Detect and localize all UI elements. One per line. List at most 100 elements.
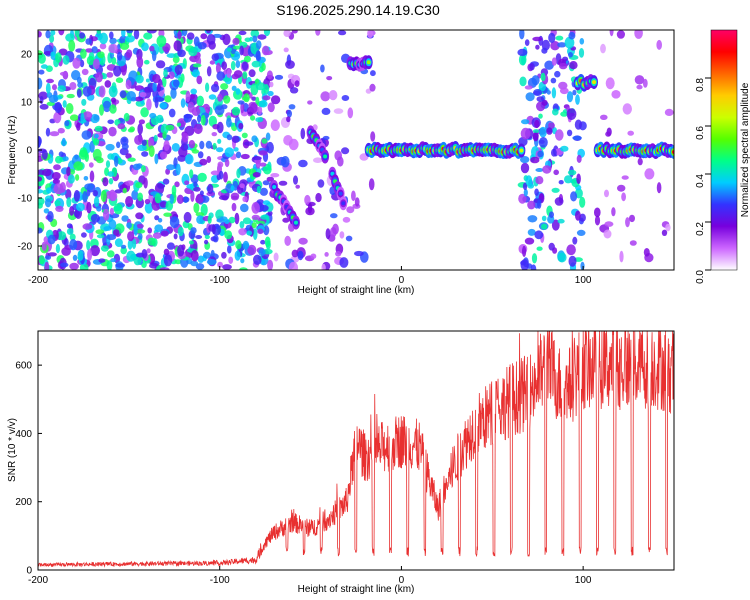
noise-blob — [285, 60, 295, 69]
noise-blob — [134, 135, 144, 145]
noise-blob — [261, 138, 268, 144]
noise-blob — [521, 119, 530, 125]
noise-blob — [260, 214, 270, 220]
noise-blob — [572, 236, 578, 245]
snr-x-label: Height of straight line (km) — [298, 584, 415, 595]
noise-blob — [163, 140, 170, 151]
noise-blob — [572, 89, 577, 96]
noise-blob — [69, 206, 75, 216]
noise-blob — [144, 198, 151, 205]
noise-blob — [576, 229, 586, 236]
noise-blob — [337, 156, 344, 167]
noise-blob — [216, 121, 224, 134]
noise-blob — [45, 127, 51, 137]
noise-blob — [541, 215, 547, 222]
noise-blob — [90, 245, 100, 257]
noise-blob — [126, 250, 136, 262]
noise-blob — [527, 215, 538, 223]
noise-blob — [629, 214, 635, 223]
noise-blob — [534, 230, 544, 240]
noise-blob — [520, 259, 529, 270]
colorbar-ticks: 0.0 0.2 0.4 0.6 0.8 — [695, 77, 711, 284]
noise-blob — [226, 117, 232, 128]
noise-blob — [119, 90, 127, 99]
noise-blob — [661, 229, 668, 236]
noise-blob — [524, 85, 533, 90]
noise-blob — [248, 69, 256, 78]
signal-core — [338, 191, 343, 196]
noise-blob — [252, 228, 258, 241]
noise-blob — [108, 178, 114, 185]
noise-blob — [241, 132, 248, 139]
noise-blob — [531, 75, 540, 86]
noise-blob — [58, 151, 64, 157]
noise-blob — [205, 82, 210, 93]
noise-blob — [93, 196, 100, 208]
noise-blob — [185, 154, 194, 165]
noise-blob — [205, 140, 213, 149]
noise-blob — [538, 113, 543, 119]
noise-blob — [551, 87, 557, 99]
noise-blob — [206, 34, 216, 45]
noise-blob — [322, 135, 330, 141]
noise-blob — [235, 240, 242, 250]
noise-blob — [162, 178, 170, 185]
noise-blob — [519, 30, 525, 40]
noise-blob — [75, 174, 80, 181]
noise-blob — [223, 171, 228, 183]
noise-blob — [622, 103, 632, 115]
noise-blob — [558, 81, 568, 90]
noise-blob — [188, 47, 198, 57]
noise-blob — [611, 207, 616, 217]
noise-blob — [367, 30, 374, 38]
noise-blob — [109, 37, 117, 45]
noise-blob — [554, 70, 561, 78]
noise-blob — [239, 267, 248, 270]
noise-blob — [351, 190, 356, 202]
noise-blob — [335, 251, 342, 257]
noise-blob — [294, 80, 300, 87]
signal-core — [592, 80, 596, 85]
noise-blob — [103, 208, 110, 221]
noise-blob — [239, 183, 245, 189]
noise-blob — [117, 123, 126, 130]
noise-blob — [127, 231, 135, 242]
noise-blob — [283, 30, 291, 37]
noise-blob — [110, 191, 118, 201]
noise-blob — [204, 239, 209, 245]
noise-blob — [157, 184, 166, 189]
noise-blob — [108, 219, 117, 230]
noise-blob — [59, 182, 66, 193]
noise-blob — [135, 85, 142, 91]
noise-blob — [321, 107, 331, 115]
noise-blob — [92, 190, 98, 197]
noise-blob — [256, 185, 261, 194]
noise-blob — [546, 90, 551, 95]
noise-blob — [208, 94, 217, 100]
noise-blob — [267, 259, 274, 270]
noise-blob — [605, 131, 611, 137]
noise-blob — [251, 60, 261, 68]
noise-blob — [224, 230, 233, 240]
noise-blob — [262, 180, 270, 186]
noise-blob — [212, 142, 217, 150]
noise-blob — [125, 180, 134, 186]
noise-blob — [579, 213, 586, 222]
noise-blob — [241, 61, 249, 71]
noise-blob — [604, 189, 609, 198]
noise-blob — [64, 120, 70, 127]
noise-blob — [196, 75, 203, 85]
noise-blob — [557, 252, 567, 263]
noise-blob — [540, 72, 546, 82]
noise-blob — [523, 188, 528, 197]
noise-blob — [550, 41, 560, 51]
noise-blob — [171, 143, 180, 152]
noise-blob — [288, 104, 296, 110]
noise-blob — [535, 168, 544, 172]
noise-blob — [530, 156, 540, 164]
noise-blob — [165, 168, 170, 175]
noise-blob — [195, 212, 205, 217]
noise-blob — [108, 126, 117, 137]
noise-blob — [530, 264, 537, 270]
noise-blob — [145, 78, 150, 83]
